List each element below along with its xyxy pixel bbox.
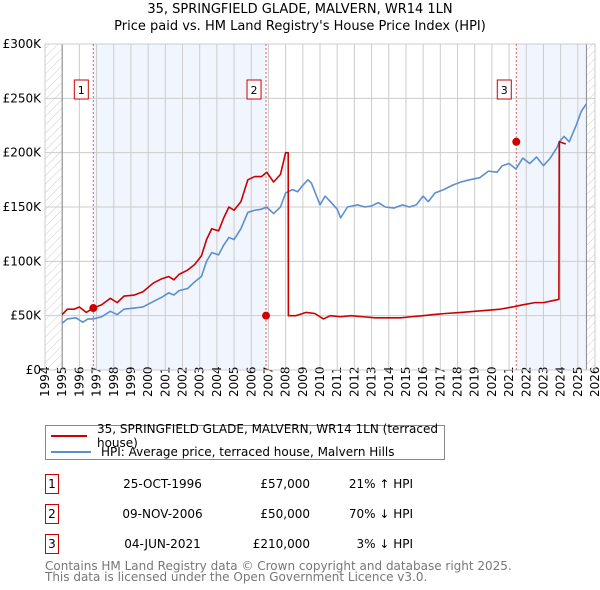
transaction-price: £57,000 — [260, 477, 310, 491]
x-tick-label: 2005 — [227, 366, 241, 397]
y-tick-label: £200K — [3, 146, 43, 160]
sale-point — [89, 304, 98, 313]
x-tick-label: 2025 — [571, 366, 585, 397]
x-tick-label: 1997 — [90, 366, 104, 397]
legend: 35, SPRINGFIELD GLADE, MALVERN, WR14 1LN… — [45, 422, 445, 460]
transaction-price: £210,000 — [252, 537, 310, 551]
x-tick-label: 2019 — [468, 366, 482, 397]
x-tick-label: 2001 — [158, 366, 172, 397]
sale-marker-box — [73, 79, 89, 100]
x-tick-label: 1996 — [72, 366, 86, 397]
x-tick-label: 2026 — [588, 366, 600, 397]
x-tick-label: 2009 — [296, 366, 310, 397]
x-tick-label: 2020 — [485, 366, 499, 397]
footer-licence: This data is licensed under the Open Gov… — [45, 570, 428, 584]
y-tick-label: £150K — [3, 200, 43, 214]
x-tick-label: 2017 — [433, 366, 447, 397]
x-tick-label: 2000 — [141, 366, 155, 397]
sale-point — [512, 137, 521, 146]
x-tick-label: 2006 — [244, 366, 258, 397]
x-tick-label: 2022 — [519, 366, 533, 397]
plot-border — [44, 43, 596, 371]
legend-swatch-red — [51, 435, 87, 437]
x-tick-label: 2011 — [330, 366, 344, 397]
x-tick-label: 2008 — [279, 366, 293, 397]
transaction-number: 1 — [45, 474, 59, 494]
x-tick-label: 2002 — [176, 366, 190, 397]
transaction-number: 3 — [45, 534, 59, 554]
legend-swatch-blue — [51, 451, 91, 453]
sale-marker-box — [496, 79, 512, 100]
legend-item-property: 35, SPRINGFIELD GLADE, MALVERN, WR14 1LN… — [51, 422, 444, 450]
transaction-date: 04-JUN-2021 — [124, 537, 201, 551]
transaction-row: 1 25-OCT-1996 £57,000 21% ↑ HPI — [45, 474, 465, 494]
price-chart: 1994 1995 1996 1997 1998 1999 2000 2001 2002 2003… — [3, 37, 600, 397]
x-tick-label: 2024 — [554, 366, 568, 397]
transaction-row: 2 09-NOV-2006 £50,000 70% ↓ HPI — [45, 504, 465, 524]
x-tick-label: 2004 — [210, 366, 224, 397]
sale-marker-label: 3 — [501, 84, 508, 97]
x-tick-label: 1994 — [38, 366, 52, 397]
x-tick-label: 1999 — [124, 366, 138, 397]
x-tick-label: 2016 — [416, 366, 430, 397]
sale-marker-label: 2 — [251, 84, 258, 97]
transaction-hpi: 21% ↑ HPI — [348, 477, 413, 491]
footer-copyright: Contains HM Land Registry data © Crown c… — [45, 559, 512, 573]
y-tick-label: £300K — [3, 37, 43, 51]
transaction-number: 2 — [45, 504, 59, 524]
x-tick-label: 2023 — [536, 366, 550, 397]
x-tick-label: 2021 — [502, 366, 516, 397]
x-tick-label: 2007 — [261, 366, 275, 397]
x-tick-label: 2010 — [313, 366, 327, 397]
chart-title: 35, SPRINGFIELD GLADE, MALVERN, WR14 1LN — [147, 2, 453, 17]
sale-point — [262, 311, 271, 320]
transaction-row: 3 04-JUN-2021 £210,000 3% ↓ HPI — [45, 534, 465, 554]
transaction-hpi: 70% ↓ HPI — [348, 507, 413, 521]
x-tick-label: 2015 — [399, 366, 413, 397]
x-tick-label: 1995 — [55, 366, 69, 397]
y-tick-label: £100K — [3, 254, 43, 268]
property-price-line — [61, 141, 567, 320]
transaction-hpi: 3% ↓ HPI — [356, 537, 413, 551]
legend-label: HPI: Average price, terraced house, Malv… — [101, 445, 395, 459]
y-tick-label: £0 — [26, 363, 41, 377]
sale-marker-box — [246, 79, 262, 100]
chart-subtitle: Price paid vs. HM Land Registry's House … — [114, 19, 486, 34]
legend-label: 35, SPRINGFIELD GLADE, MALVERN, WR14 1LN… — [96, 422, 439, 450]
transaction-date: 09-NOV-2006 — [122, 507, 203, 521]
y-tick-label: £50K — [10, 309, 42, 323]
hpi-line — [61, 103, 588, 324]
x-tick-label: 2018 — [451, 366, 465, 397]
transaction-date: 25-OCT-1996 — [123, 477, 202, 491]
x-tick-label: 2003 — [193, 366, 207, 397]
y-tick-label: £250K — [3, 91, 43, 105]
x-tick-label: 2013 — [365, 366, 379, 397]
transaction-price: £50,000 — [260, 507, 310, 521]
legend-item-hpi: HPI: Average price, terraced house, Malv… — [51, 444, 395, 460]
sale-marker-label: 1 — [78, 84, 85, 97]
x-tick-label: 1998 — [107, 366, 121, 397]
x-tick-label: 2014 — [382, 366, 396, 397]
x-tick-label: 2012 — [347, 366, 361, 397]
